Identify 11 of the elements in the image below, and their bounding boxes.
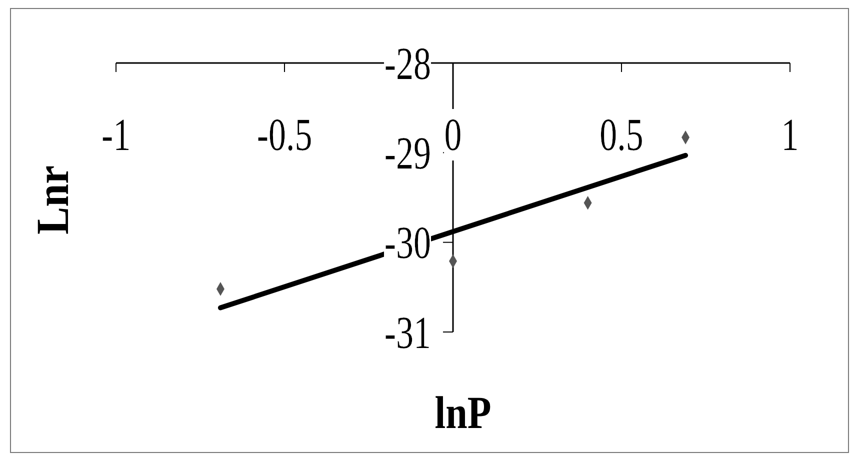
x-tick-label: 0.5 xyxy=(600,109,644,160)
y-tick-label: -29 xyxy=(384,127,431,178)
x-axis-title: lnP xyxy=(434,388,492,439)
x-tick-label: -1 xyxy=(101,109,131,160)
x-tick-label: 0 xyxy=(444,109,462,160)
y-tick-label: -30 xyxy=(384,217,431,268)
x-tick-label: -0.5 xyxy=(256,109,312,160)
x-tick-label: 1 xyxy=(781,109,799,160)
y-tick-label: -28 xyxy=(384,38,431,88)
y-axis-title: Lnr xyxy=(28,166,79,234)
y-tick-label: -31 xyxy=(384,306,431,358)
